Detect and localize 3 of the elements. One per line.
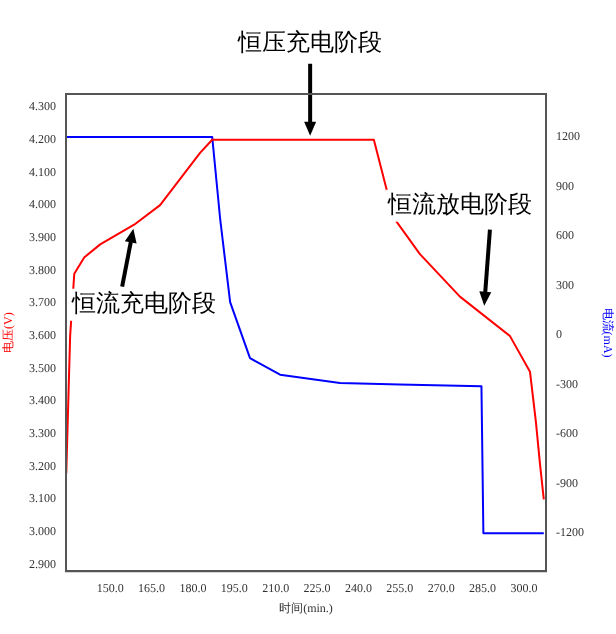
annotation: 恒流放电阶段 [385, 189, 532, 218]
annotation: 恒压充电阶段 [236, 28, 383, 57]
annotation: 恒流充电阶段 [70, 288, 216, 317]
